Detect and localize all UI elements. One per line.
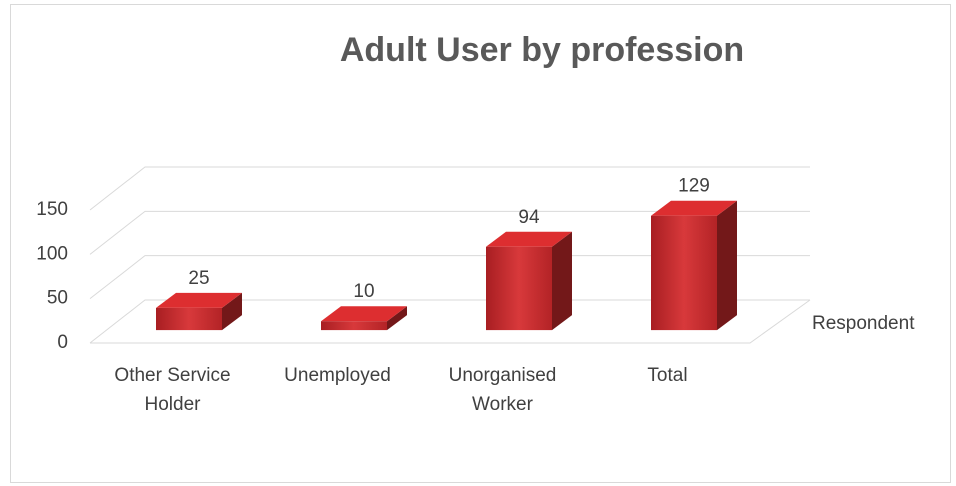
grid-line <box>89 255 810 300</box>
y-tick-label: 100 <box>36 243 68 264</box>
bar-front <box>156 307 222 331</box>
bar-side <box>552 231 572 331</box>
x-tick-label: Total <box>647 365 688 386</box>
bar-top <box>651 200 737 216</box>
bar-side <box>222 292 242 331</box>
floor-edge <box>90 299 811 344</box>
x-tick-label: Unorganised Worker <box>448 365 557 415</box>
y-tick-label: 0 <box>57 332 68 353</box>
x-tick-label: Other Service Holder <box>114 365 231 415</box>
grid-line <box>89 166 810 211</box>
data-label: 25 <box>188 268 209 289</box>
bar-side <box>717 200 737 331</box>
bar-side <box>387 306 407 331</box>
data-label: 10 <box>353 281 374 302</box>
bar-front <box>321 321 387 331</box>
grid-line <box>89 210 810 255</box>
bar-front <box>651 215 717 331</box>
series-label: Respondent <box>812 313 915 334</box>
bar-top <box>486 231 572 247</box>
chart-title: Adult User by profession <box>340 31 744 69</box>
bar-top <box>321 306 407 322</box>
bar-top <box>156 292 242 308</box>
x-tick-label: Unemployed <box>284 365 391 386</box>
data-label: 94 <box>518 207 540 228</box>
frame <box>10 4 951 483</box>
y-tick-label: 50 <box>47 288 68 309</box>
data-label: 129 <box>678 176 710 197</box>
y-tick-label: 150 <box>36 199 68 220</box>
bar-front <box>486 246 552 331</box>
grid-line <box>89 299 810 344</box>
